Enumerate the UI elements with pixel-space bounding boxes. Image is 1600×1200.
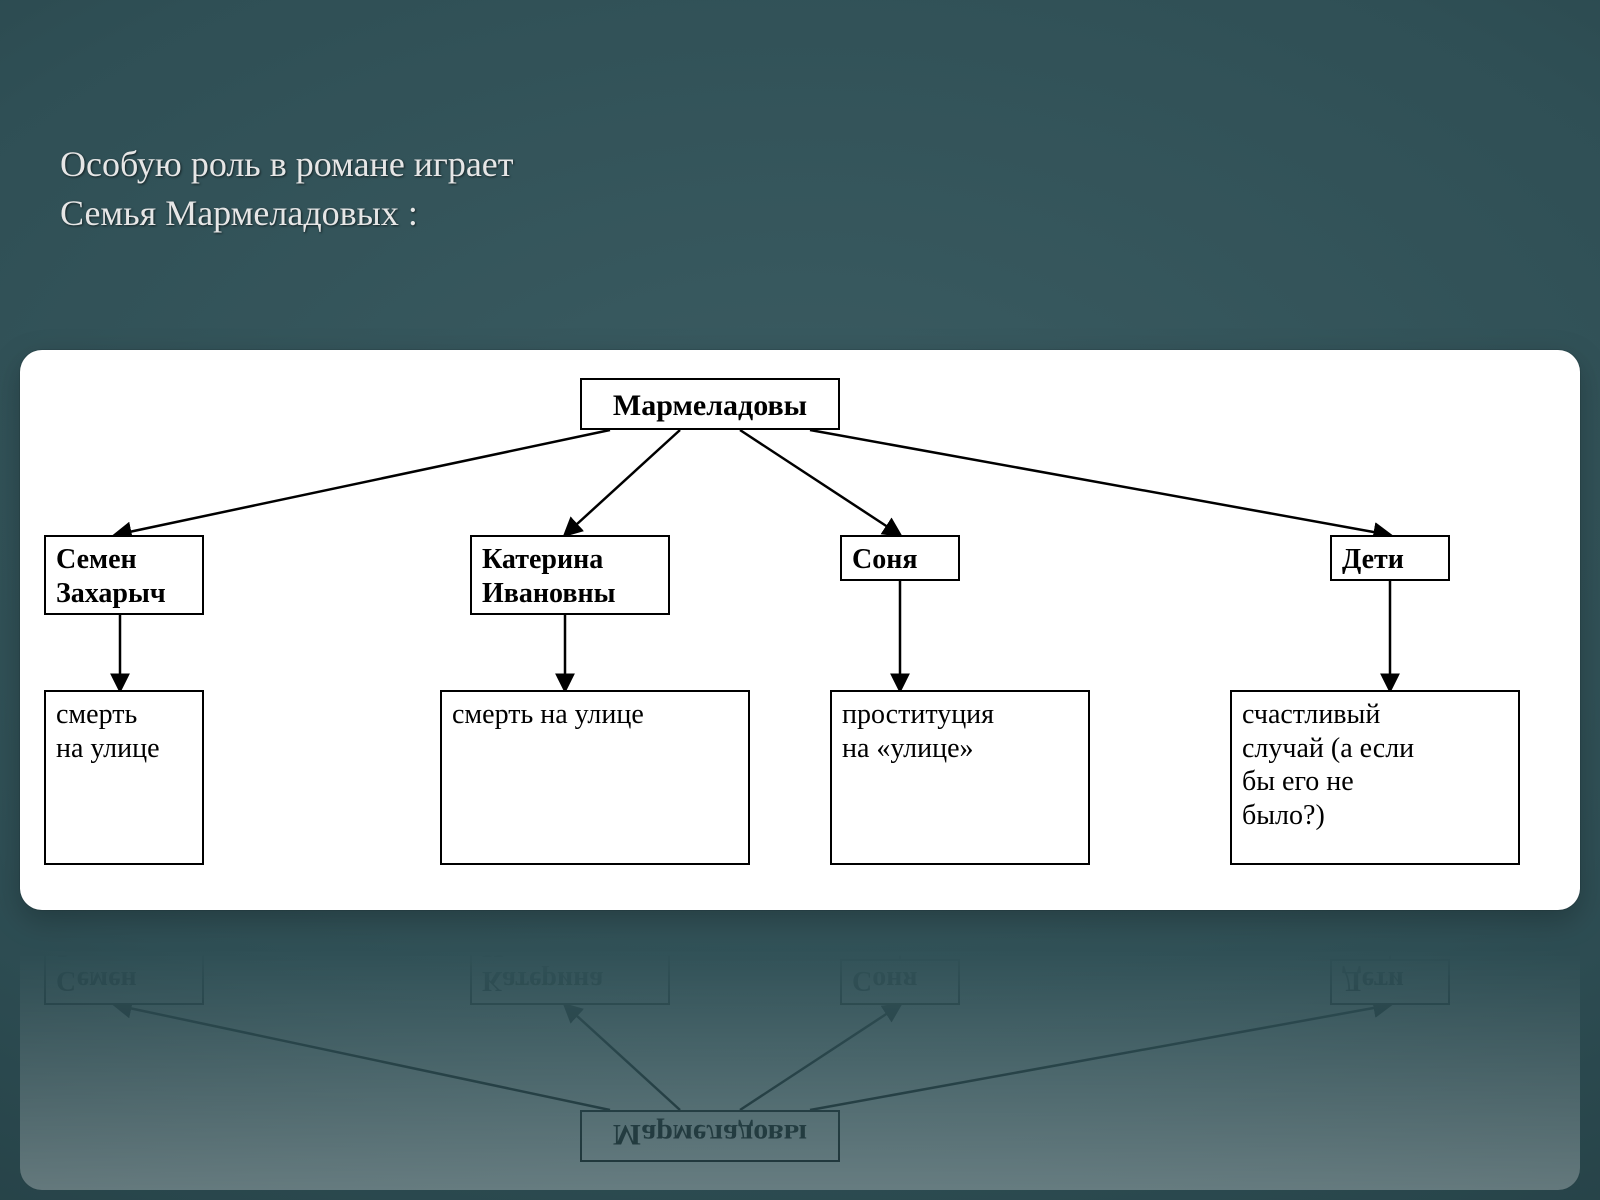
node-root: Мармеладовы	[580, 378, 840, 430]
node-root-label: Мармеладовы	[582, 380, 838, 432]
node-leaf-semen: смертьна улице	[44, 690, 204, 865]
node-deti: Дети	[1330, 535, 1450, 581]
node-sonya-label: Соня	[842, 955, 958, 1003]
node-semen-label: СеменЗахарыч	[46, 922, 202, 1003]
node-leaf-sonya-label: проституцияна «улице»	[832, 692, 1088, 773]
node-katerina: КатеринаИвановны	[470, 925, 670, 1005]
node-semen: СеменЗахарыч	[44, 925, 204, 1005]
title-line-1: Особую роль в романе играет	[60, 140, 514, 189]
slide-title: Особую роль в романе играет Семья Мармел…	[60, 140, 514, 237]
node-katerina: КатеринаИвановны	[470, 535, 670, 615]
node-katerina-label: КатеринаИвановны	[472, 537, 668, 618]
diagram-panel-wrap: Мармеладовы СеменЗахарыч КатеринаИвановн…	[20, 350, 1580, 910]
node-semen-label: СеменЗахарыч	[46, 537, 202, 618]
node-sonya: Соня	[840, 959, 960, 1005]
diagram-reflection: Мармеладовы СеменЗахарыч КатеринаИвановн…	[20, 910, 1580, 1190]
node-sonya: Соня	[840, 535, 960, 581]
node-leaf-katerina: смерть на улице	[440, 690, 750, 865]
node-leaf-deti-label: счастливыйслучай (а еслибы его небыло?)	[1232, 692, 1518, 840]
node-deti-label: Дети	[1332, 537, 1448, 585]
node-root: Мармеладовы	[580, 1110, 840, 1162]
node-sonya-label: Соня	[842, 537, 958, 585]
node-leaf-katerina-label: смерть на улице	[442, 692, 748, 740]
node-leaf-semen-label: смертьна улице	[46, 692, 202, 773]
node-root-label: Мармеладовы	[582, 1108, 838, 1160]
node-deti: Дети	[1330, 959, 1450, 1005]
node-semen: СеменЗахарыч	[44, 535, 204, 615]
diagram-panel: Мармеладовы СеменЗахарыч КатеринаИвановн…	[20, 350, 1580, 910]
title-line-2: Семья Мармеладовых :	[60, 189, 514, 238]
node-leaf-deti: счастливыйслучай (а еслибы его небыло?)	[1230, 690, 1520, 865]
node-deti-label: Дети	[1332, 955, 1448, 1003]
slide: Особую роль в романе играет Семья Мармел…	[0, 0, 1600, 1200]
node-katerina-label: КатеринаИвановны	[472, 922, 668, 1003]
node-leaf-sonya: проституцияна «улице»	[830, 690, 1090, 865]
